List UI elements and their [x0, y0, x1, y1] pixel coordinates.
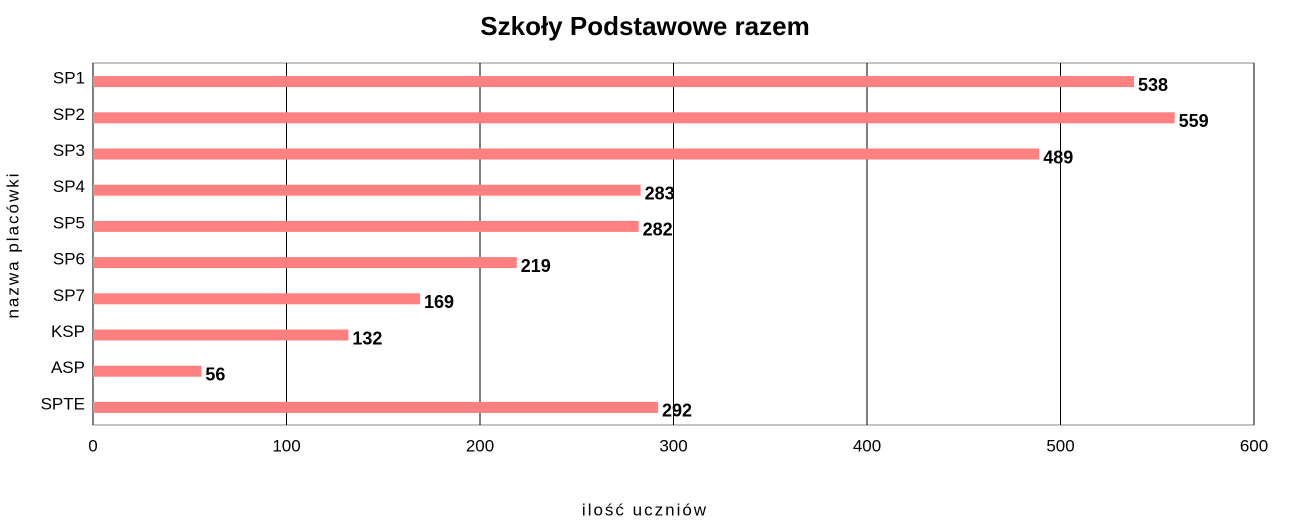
bar [93, 293, 421, 305]
y-tick-label: SPTE [41, 394, 85, 413]
x-tick-label: 500 [1046, 436, 1074, 455]
x-tick-label: 200 [466, 436, 494, 455]
y-tick-label: SP1 [53, 69, 85, 88]
bar [93, 76, 1135, 88]
y-tick-label: ASP [51, 358, 85, 377]
data-label: 489 [1043, 147, 1073, 167]
bar [93, 257, 517, 269]
data-label: 283 [645, 183, 675, 203]
y-tick-label: SP2 [53, 105, 85, 124]
data-label: 219 [521, 256, 551, 276]
bar [93, 365, 202, 377]
y-tick-label: SP7 [53, 286, 85, 305]
x-tick-label: 300 [659, 436, 687, 455]
y-tick-label: SP6 [53, 250, 85, 269]
data-label: 559 [1179, 111, 1209, 131]
data-label: 292 [662, 401, 692, 421]
data-label: 132 [352, 328, 382, 348]
x-tick-label: 600 [1240, 436, 1268, 455]
bar [93, 184, 641, 196]
bar [93, 148, 1040, 160]
y-tick-label: SP3 [53, 141, 85, 160]
data-label: 56 [205, 364, 225, 384]
x-tick-label: 0 [88, 436, 97, 455]
bar [93, 112, 1175, 124]
bar [93, 329, 349, 341]
chart-title: Szkoły Podstawowe razem [480, 11, 809, 41]
y-tick-label: SP4 [53, 177, 85, 196]
y-tick-label: KSP [51, 322, 85, 341]
y-axis-label: nazwa placówki [3, 171, 22, 318]
x-tick-label: 400 [853, 436, 881, 455]
data-label: 282 [643, 220, 673, 240]
x-axis-label: ilość uczniów [582, 500, 708, 519]
x-tick-label: 100 [272, 436, 300, 455]
bar [93, 401, 659, 413]
bar [93, 220, 639, 232]
y-tick-label: SP5 [53, 213, 85, 232]
data-label: 169 [424, 292, 454, 312]
data-label: 538 [1138, 75, 1168, 95]
